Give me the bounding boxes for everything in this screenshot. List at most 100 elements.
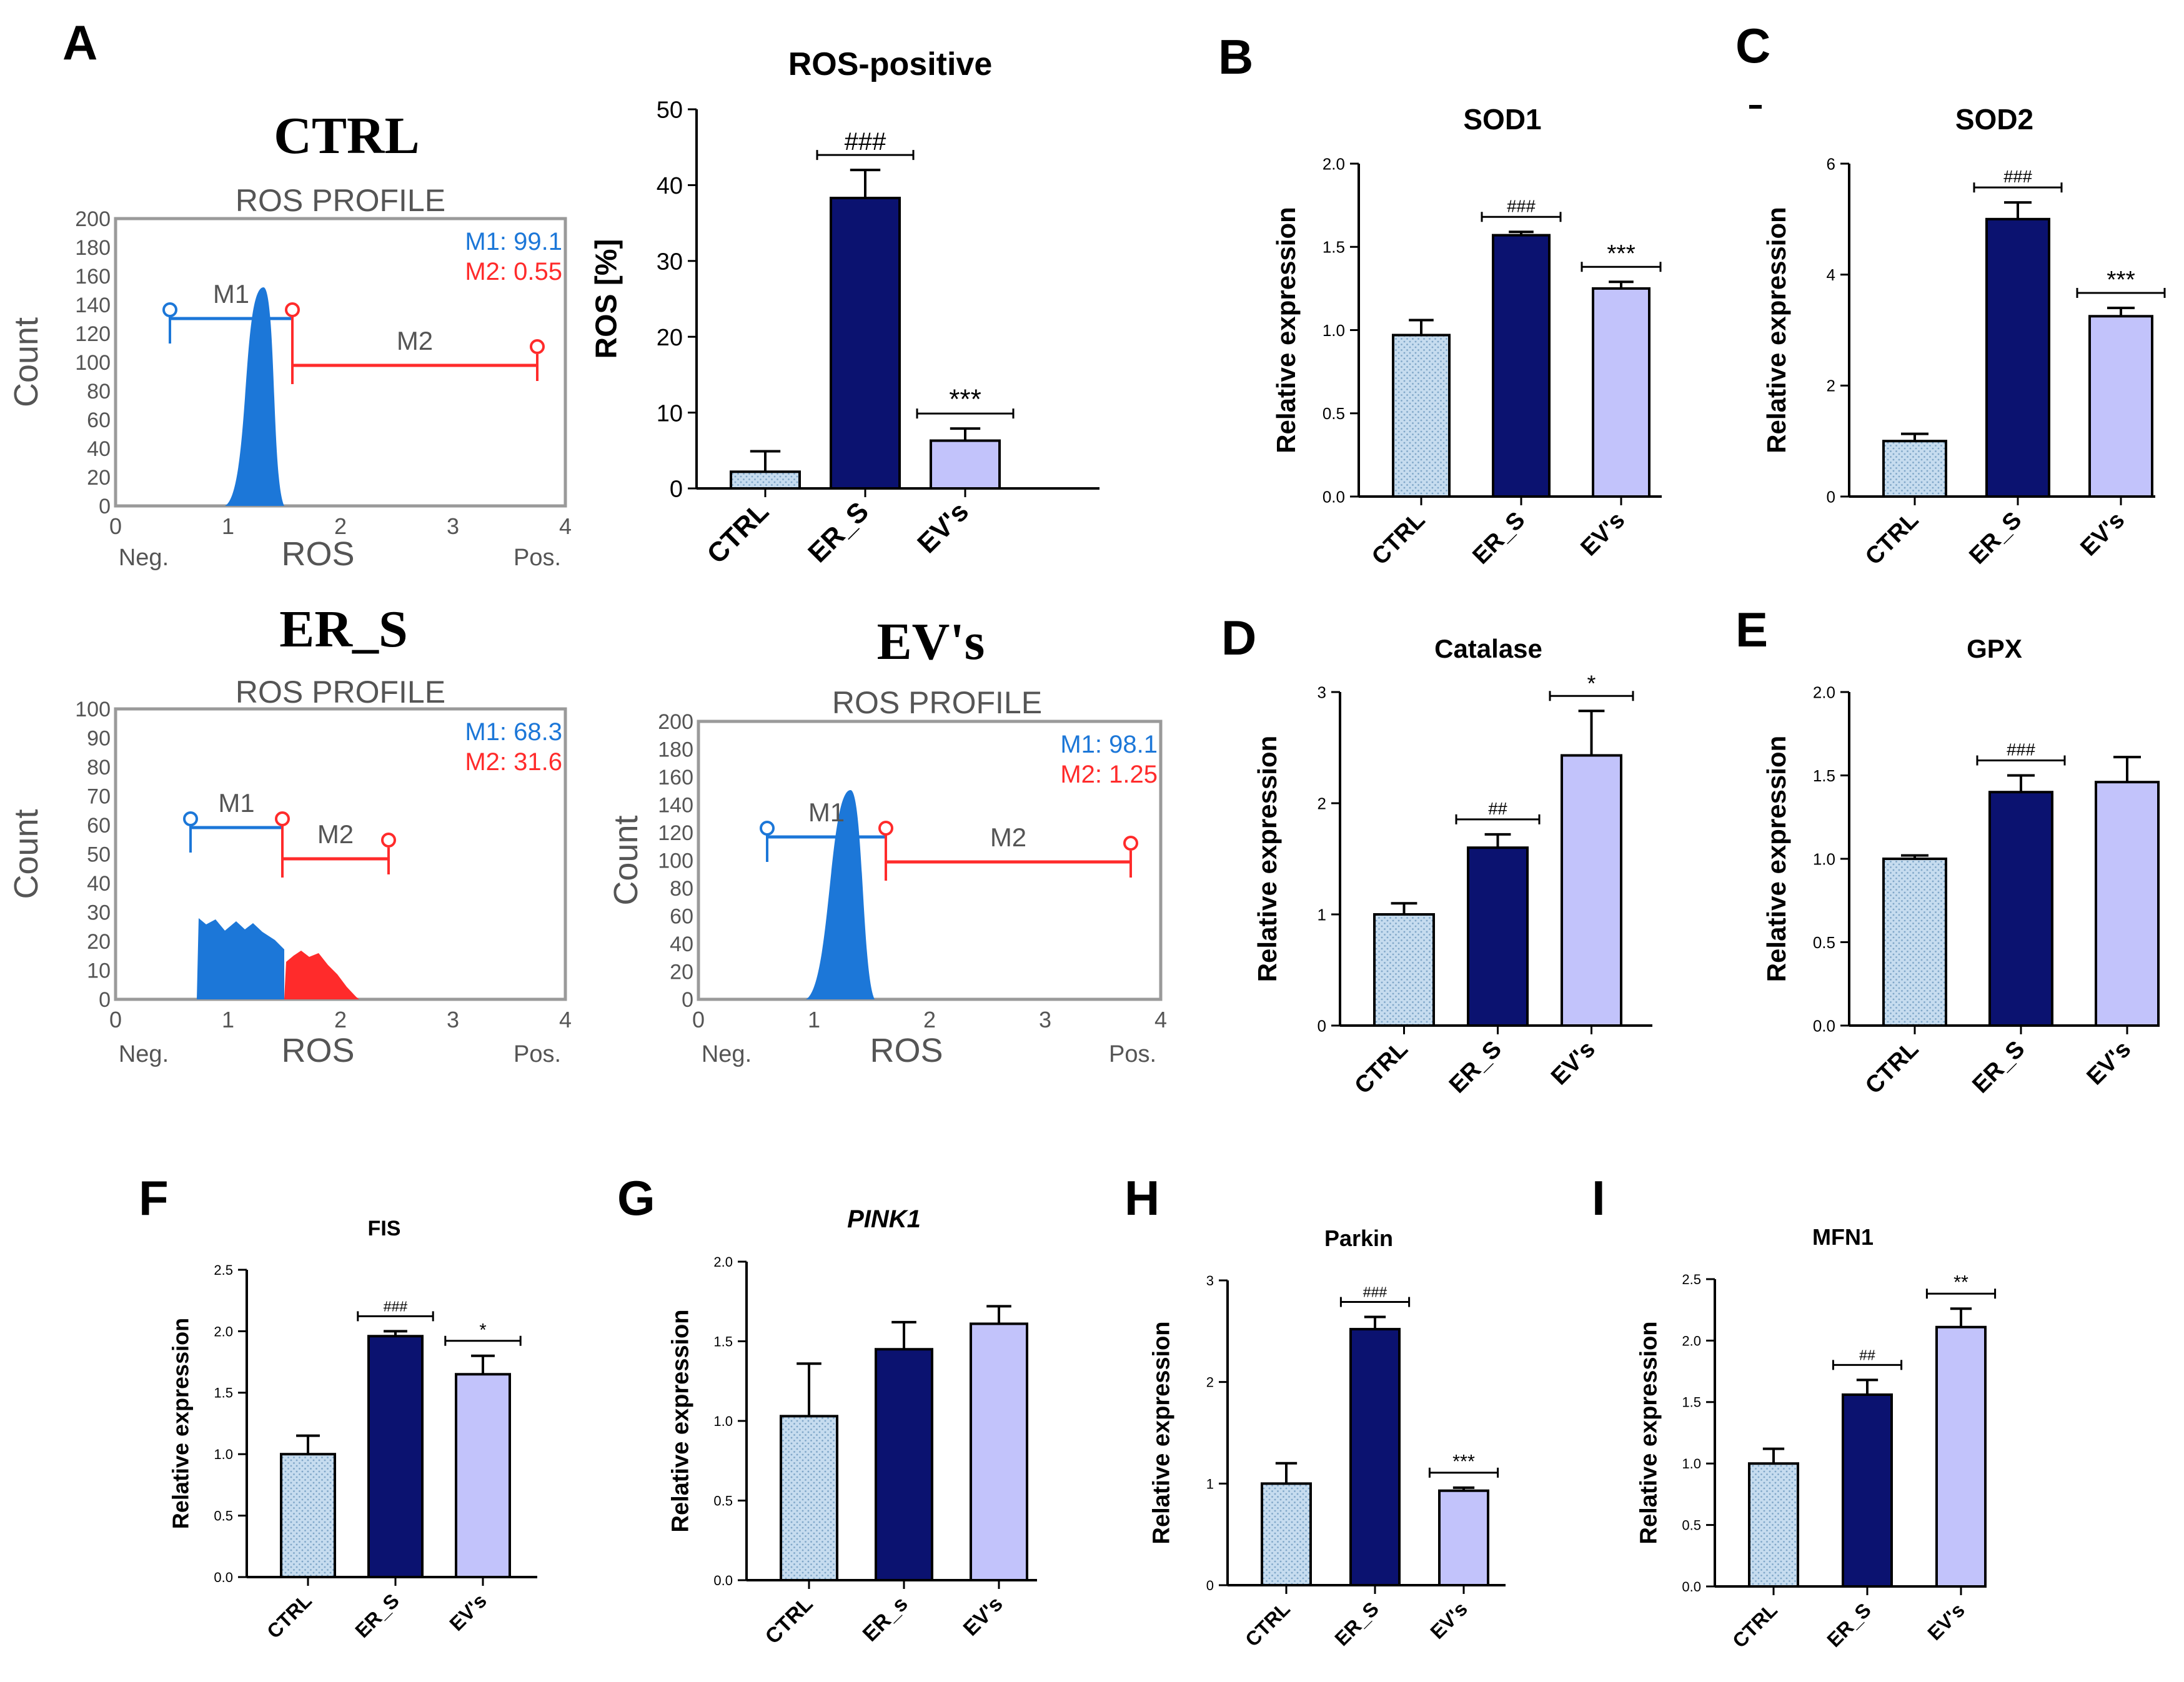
bar-1 [367, 1335, 424, 1578]
flow-neg-label: Neg. [702, 1041, 752, 1067]
m2-gate-handle [1123, 836, 1138, 851]
flow-x-tick-label: 0 [692, 1007, 705, 1032]
chart-title: SOD1 [1463, 103, 1541, 136]
chart-title: GPX [1967, 634, 2022, 663]
m1-gate-handle [162, 302, 177, 317]
bar-1 [1985, 217, 2050, 498]
y-axis-label: Relative expression [1253, 736, 1282, 982]
bar-1 [830, 197, 901, 490]
y-tick-label: 0.5 [214, 1508, 233, 1524]
chart-title: SOD2 [1955, 103, 2033, 136]
x-tick-label: EV's [2082, 1036, 2136, 1091]
sig-label: *** [2107, 267, 2135, 294]
flow-y-tick-label: 180 [658, 738, 693, 762]
m2-gate-handle [530, 339, 545, 354]
flow-y-axis-label: Count [607, 815, 645, 905]
flow-x-tick-label: 4 [559, 513, 572, 539]
flow-plot-frame [114, 217, 567, 508]
flow-y-tick-label: 30 [87, 901, 111, 925]
y-tick-label: 1.0 [1323, 321, 1345, 340]
y-tick-label: 2 [1206, 1375, 1214, 1390]
flow-y-tick-label: 60 [670, 905, 693, 929]
y-tick-label: 2 [1827, 377, 1835, 395]
x-tick-label: ER_S [350, 1589, 404, 1642]
sig-label: ** [1953, 1272, 1968, 1293]
m2-label: M2 [990, 823, 1026, 852]
flow-y-tick-label: 100 [75, 351, 111, 375]
flow-x-axis-label: ROS [281, 535, 354, 573]
flow-x-tick-label: 1 [808, 1007, 820, 1032]
y-tick-label: 2.0 [214, 1323, 233, 1339]
bar-0 [280, 1453, 336, 1578]
m2-stat: M2: 31.6 [465, 748, 562, 776]
y-tick-label: 0.5 [713, 1493, 733, 1508]
x-tick-label: CTRL [761, 1592, 818, 1649]
flow-subtitle: ROS PROFILE [832, 685, 1042, 720]
x-tick-label: ER_S [1444, 1036, 1507, 1099]
flow-y-tick-label: 80 [670, 877, 693, 901]
chart-title: PINK1 [847, 1205, 921, 1233]
x-tick-label: EV's [911, 496, 975, 559]
x-tick-label: EV's [1546, 1036, 1601, 1091]
m2-stat: M2: 1.25 [1060, 761, 1158, 788]
flow-y-axis-label: Count [7, 317, 45, 407]
stray-mark [1749, 105, 1762, 109]
flow-y-tick-label: 140 [75, 294, 111, 317]
flow-y-tick-label: 0 [682, 988, 693, 1012]
bar-2 [2095, 781, 2160, 1027]
flow-y-tick-label: 0 [99, 495, 111, 518]
x-tick-label: CTRL [1367, 507, 1430, 570]
y-tick-label: 0 [670, 477, 683, 503]
y-tick-label: 1.5 [214, 1385, 233, 1401]
sig-label: ### [384, 1298, 408, 1314]
sig-label: * [479, 1320, 486, 1340]
bar-0 [730, 470, 801, 490]
m2-gate-handle [285, 302, 300, 317]
m2-gate-handle [381, 833, 396, 848]
sig-label: *** [1607, 240, 1636, 267]
bar-1 [1349, 1328, 1401, 1587]
flow-y-tick-label: 40 [87, 872, 111, 896]
y-tick-label: 50 [657, 97, 683, 124]
flow-x-tick-label: 4 [559, 1007, 572, 1032]
chart-cat: Catalase 0 1 2 3 Relative expression CTRL ER_S E… [1253, 634, 1652, 1099]
chart-sod2: SOD2 0 2 4 6 Relative expression CTRL ER_S EV's #… [1762, 103, 2166, 570]
y-tick-label: 1.5 [1323, 238, 1345, 257]
y-axis-label: Relative expression [1636, 1322, 1662, 1545]
flow-y-tick-label: 20 [87, 930, 111, 954]
sig-label: ### [1507, 196, 1536, 215]
y-tick-label: 1.0 [1813, 849, 1835, 868]
x-tick-label: EV's [2075, 507, 2130, 561]
flow-y-tick-label: 80 [87, 380, 111, 403]
m1-stat: M1: 68.3 [465, 718, 562, 746]
m2-gate-handle [878, 821, 893, 836]
x-tick-label: EV's [1923, 1598, 1969, 1645]
chart-title: Parkin [1324, 1225, 1393, 1251]
y-tick-label: 1.5 [1682, 1395, 1701, 1410]
histogram [225, 287, 284, 506]
bar-0 [1373, 913, 1435, 1027]
panel-letter-e: E [1735, 602, 1768, 657]
y-tick-label: 1.0 [713, 1413, 733, 1429]
flow-y-tick-label: 60 [87, 408, 111, 432]
chart-sod1: SOD1 0.0 0.5 1.0 1.5 2.0 Relative expression CT… [1271, 103, 1662, 570]
flow-y-tick-label: 80 [87, 756, 111, 779]
y-tick-label: 2.5 [214, 1262, 233, 1278]
sig-label: ## [1859, 1347, 1875, 1363]
flow-y-tick-label: 50 [87, 843, 111, 867]
flow-y-tick-label: 20 [670, 961, 693, 984]
flow-title: CTRL [274, 107, 419, 165]
sig-label: ## [1488, 799, 1507, 818]
panel-letter-f: F [139, 1170, 169, 1225]
flow-y-tick-label: 200 [75, 207, 111, 231]
x-tick-label: EV's [1426, 1597, 1472, 1643]
chart-title: FIS [368, 1217, 401, 1240]
x-tick-label: ER_S [802, 496, 875, 568]
flow-pos-label: Pos. [1109, 1041, 1156, 1067]
chart-fis: FIS 0.0 0.5 1.0 1.5 2.0 2.5 Relative expression… [168, 1217, 537, 1643]
histogram [806, 790, 875, 999]
flow-y-tick-label: 160 [658, 766, 693, 789]
bar-2 [1561, 754, 1622, 1027]
y-tick-label: 3 [1318, 683, 1326, 701]
y-tick-label: 0 [1318, 1016, 1326, 1035]
